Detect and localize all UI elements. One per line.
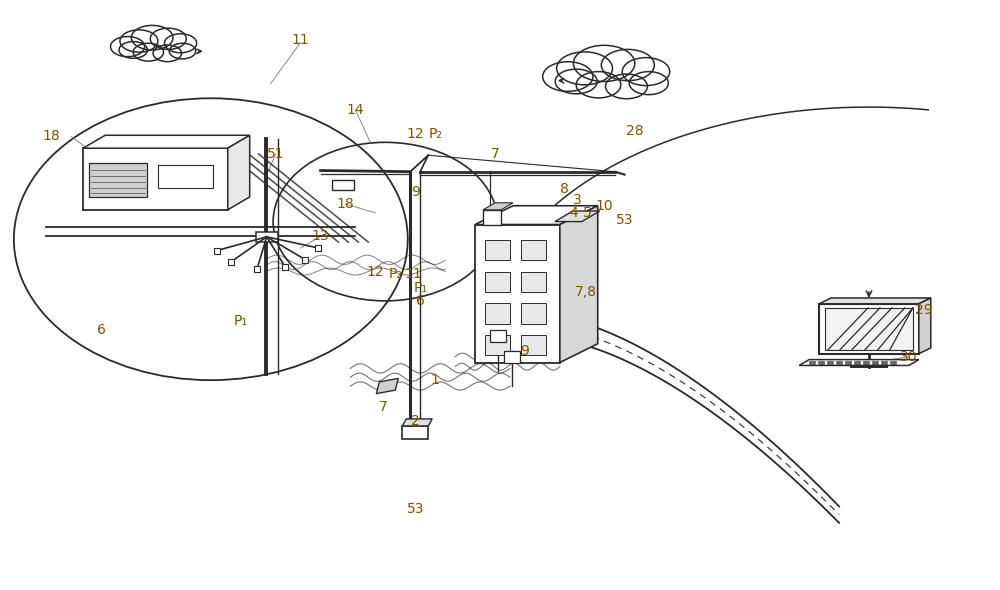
Circle shape	[629, 71, 668, 94]
FancyBboxPatch shape	[83, 148, 228, 210]
Text: 8: 8	[560, 182, 569, 196]
FancyBboxPatch shape	[825, 308, 913, 350]
Circle shape	[153, 45, 182, 62]
Circle shape	[120, 30, 158, 52]
Polygon shape	[555, 211, 600, 222]
Text: P₁: P₁	[234, 314, 248, 329]
Circle shape	[169, 43, 196, 59]
Text: 10: 10	[596, 199, 614, 213]
Circle shape	[557, 52, 612, 85]
Polygon shape	[475, 206, 598, 225]
FancyBboxPatch shape	[402, 426, 428, 439]
Polygon shape	[919, 298, 931, 354]
FancyBboxPatch shape	[256, 232, 278, 242]
FancyBboxPatch shape	[89, 163, 147, 197]
FancyBboxPatch shape	[475, 225, 560, 362]
Text: 14: 14	[347, 103, 364, 117]
Circle shape	[601, 50, 654, 81]
Text: 7,8: 7,8	[575, 285, 597, 299]
Text: 3: 3	[573, 193, 582, 207]
Text: 13: 13	[312, 230, 329, 243]
Polygon shape	[376, 378, 398, 394]
FancyBboxPatch shape	[504, 351, 520, 362]
FancyBboxPatch shape	[521, 271, 546, 292]
Circle shape	[131, 25, 173, 50]
FancyBboxPatch shape	[521, 303, 546, 324]
Circle shape	[150, 28, 186, 50]
Circle shape	[119, 41, 147, 58]
Text: 51: 51	[267, 147, 284, 161]
Text: P₂: P₂	[428, 126, 442, 140]
Text: P₁: P₁	[413, 281, 427, 295]
Text: 4: 4	[569, 206, 578, 220]
Circle shape	[110, 37, 145, 57]
FancyBboxPatch shape	[158, 165, 213, 188]
FancyBboxPatch shape	[521, 240, 546, 260]
Polygon shape	[83, 135, 250, 148]
Text: 5: 5	[583, 206, 592, 220]
Text: 6: 6	[97, 323, 106, 337]
Polygon shape	[799, 359, 919, 365]
FancyBboxPatch shape	[483, 210, 501, 225]
Text: 11: 11	[404, 267, 422, 281]
Text: 9: 9	[411, 185, 420, 199]
Circle shape	[573, 45, 635, 81]
Circle shape	[576, 71, 621, 98]
Text: 53: 53	[406, 502, 424, 516]
Polygon shape	[819, 298, 931, 304]
Text: 7: 7	[491, 147, 499, 161]
Text: 28: 28	[626, 123, 643, 137]
Circle shape	[164, 34, 197, 53]
FancyBboxPatch shape	[485, 303, 510, 324]
Text: 2: 2	[411, 414, 420, 428]
Polygon shape	[560, 206, 598, 362]
Circle shape	[133, 43, 164, 61]
Text: 30: 30	[900, 350, 918, 363]
Text: 12: 12	[406, 126, 424, 140]
Text: 12: 12	[367, 264, 384, 278]
Circle shape	[555, 69, 597, 94]
Circle shape	[622, 58, 670, 86]
Circle shape	[606, 74, 647, 99]
Polygon shape	[402, 419, 432, 426]
FancyBboxPatch shape	[490, 330, 506, 342]
Text: 53: 53	[616, 213, 633, 227]
Text: 9: 9	[520, 344, 529, 358]
Polygon shape	[228, 135, 250, 210]
Circle shape	[543, 62, 593, 91]
Text: 6: 6	[416, 294, 425, 308]
Text: 7: 7	[379, 399, 388, 414]
Text: 11: 11	[292, 32, 309, 47]
FancyBboxPatch shape	[485, 240, 510, 260]
FancyBboxPatch shape	[332, 180, 354, 191]
FancyBboxPatch shape	[485, 335, 510, 356]
Text: P₂: P₂	[388, 267, 402, 281]
FancyBboxPatch shape	[819, 304, 919, 354]
FancyBboxPatch shape	[521, 335, 546, 356]
FancyBboxPatch shape	[485, 271, 510, 292]
Text: 18: 18	[337, 197, 354, 211]
Text: 1: 1	[431, 373, 440, 387]
Polygon shape	[483, 203, 513, 210]
Text: 29: 29	[915, 303, 933, 317]
Text: 18: 18	[42, 129, 60, 143]
